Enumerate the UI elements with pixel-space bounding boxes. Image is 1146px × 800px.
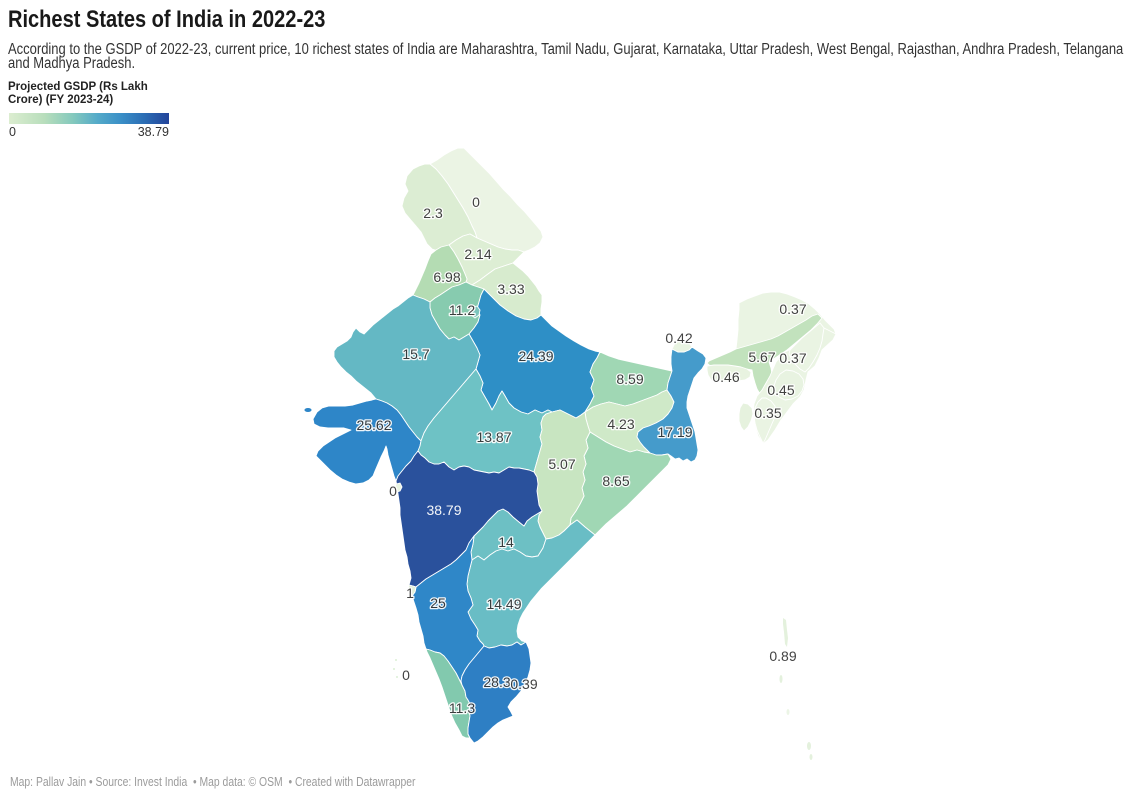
svg-text:8.59: 8.59 bbox=[616, 371, 643, 387]
svg-text:25: 25 bbox=[430, 595, 446, 611]
svg-text:1: 1 bbox=[406, 585, 414, 601]
svg-text:0: 0 bbox=[389, 483, 397, 499]
svg-text:2.14: 2.14 bbox=[464, 246, 491, 262]
svg-text:2.3: 2.3 bbox=[423, 205, 443, 221]
svg-text:0.42: 0.42 bbox=[665, 330, 692, 346]
svg-text:8.65: 8.65 bbox=[602, 473, 629, 489]
svg-text:0.45: 0.45 bbox=[767, 382, 794, 398]
svg-text:5.67: 5.67 bbox=[748, 349, 775, 365]
svg-text:6.98: 6.98 bbox=[433, 269, 460, 285]
svg-text:15.7: 15.7 bbox=[402, 346, 429, 362]
svg-text:0.37: 0.37 bbox=[779, 301, 806, 317]
svg-text:0.39: 0.39 bbox=[510, 676, 537, 692]
svg-text:11.3: 11.3 bbox=[449, 700, 475, 716]
svg-text:25.62: 25.62 bbox=[356, 417, 391, 433]
svg-text:28.3: 28.3 bbox=[483, 674, 510, 690]
svg-text:5.07: 5.07 bbox=[548, 456, 575, 472]
svg-text:0.37: 0.37 bbox=[779, 350, 806, 366]
svg-text:0.46: 0.46 bbox=[712, 369, 739, 385]
svg-text:17.19: 17.19 bbox=[657, 424, 692, 440]
svg-text:13.87: 13.87 bbox=[476, 429, 511, 445]
svg-text:0: 0 bbox=[472, 194, 480, 210]
svg-text:3.33: 3.33 bbox=[497, 281, 524, 297]
svg-text:14: 14 bbox=[498, 534, 514, 550]
svg-text:4.23: 4.23 bbox=[607, 416, 634, 432]
svg-text:38.79: 38.79 bbox=[426, 502, 461, 518]
svg-text:0: 0 bbox=[402, 667, 410, 683]
svg-text:11.2: 11.2 bbox=[449, 302, 475, 318]
svg-text:0.89: 0.89 bbox=[769, 648, 796, 664]
svg-text:14.49: 14.49 bbox=[486, 596, 521, 612]
svg-text:0.35: 0.35 bbox=[754, 405, 781, 421]
svg-text:24.39: 24.39 bbox=[518, 348, 553, 364]
